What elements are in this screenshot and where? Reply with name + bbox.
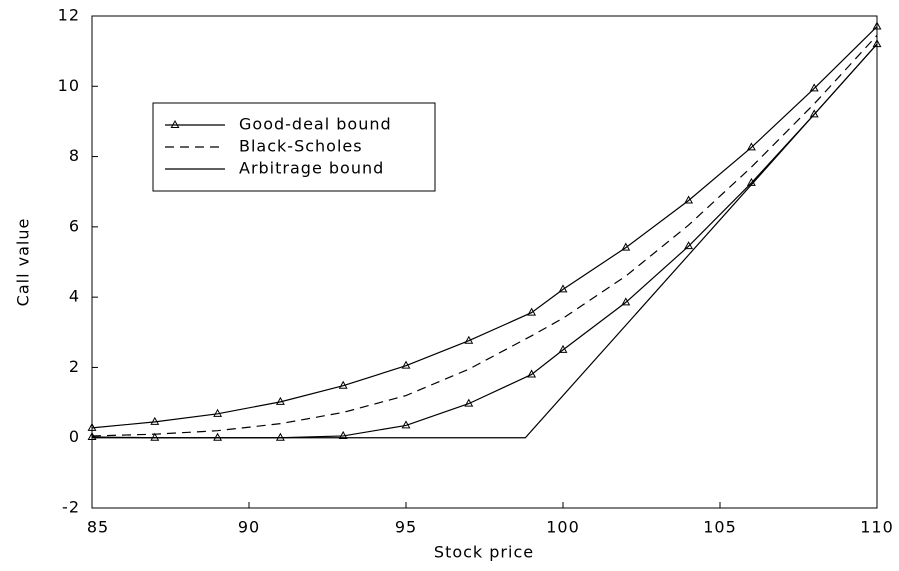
- x-tick-label: 100: [546, 518, 580, 537]
- y-tick-label: 6: [69, 216, 80, 235]
- marker: [338, 380, 348, 389]
- y-tick-label: -2: [62, 498, 80, 517]
- marker: [150, 416, 160, 425]
- y-tick-label: 8: [69, 146, 80, 165]
- y-axis-label: Call value: [14, 218, 33, 307]
- y-tick-label: 4: [69, 287, 80, 306]
- legend-label: Arbitrage bound: [239, 159, 384, 178]
- marker: [809, 83, 819, 92]
- legend-label: Black-Scholes: [239, 137, 363, 156]
- series-line: [91, 26, 878, 429]
- marker: [401, 420, 411, 429]
- plot-frame: [91, 15, 878, 509]
- marker: [746, 142, 756, 151]
- marker: [527, 307, 537, 316]
- marker: [872, 39, 882, 48]
- x-tick-label: 90: [238, 518, 260, 537]
- marker: [275, 432, 285, 441]
- marker: [621, 242, 631, 251]
- x-tick-label: 85: [87, 518, 109, 537]
- marker: [684, 195, 694, 204]
- y-tick-label: 10: [58, 76, 80, 95]
- marker: [150, 432, 160, 441]
- x-tick-label: 105: [703, 518, 737, 537]
- y-tick-label: 12: [58, 6, 80, 25]
- marker: [87, 422, 97, 431]
- marker: [684, 241, 694, 250]
- marker: [621, 297, 631, 306]
- marker: [401, 360, 411, 369]
- marker: [464, 398, 474, 407]
- legend-label: Good-deal bound: [239, 115, 392, 134]
- marker: [809, 109, 819, 118]
- x-tick-label: 110: [860, 518, 894, 537]
- marker: [338, 430, 348, 439]
- marker: [872, 21, 882, 30]
- marker: [213, 408, 223, 417]
- marker: [527, 369, 537, 378]
- x-axis-label: Stock price: [434, 543, 534, 562]
- marker: [464, 335, 474, 344]
- series-line: [91, 34, 878, 437]
- marker: [558, 284, 568, 293]
- legend-marker: [170, 119, 180, 128]
- series-line: [92, 43, 878, 439]
- x-tick-label: 95: [395, 518, 417, 537]
- marker: [275, 396, 285, 405]
- y-tick-label: 0: [69, 427, 80, 446]
- y-tick-label: 2: [69, 357, 80, 376]
- marker: [213, 432, 223, 441]
- marker: [558, 344, 568, 353]
